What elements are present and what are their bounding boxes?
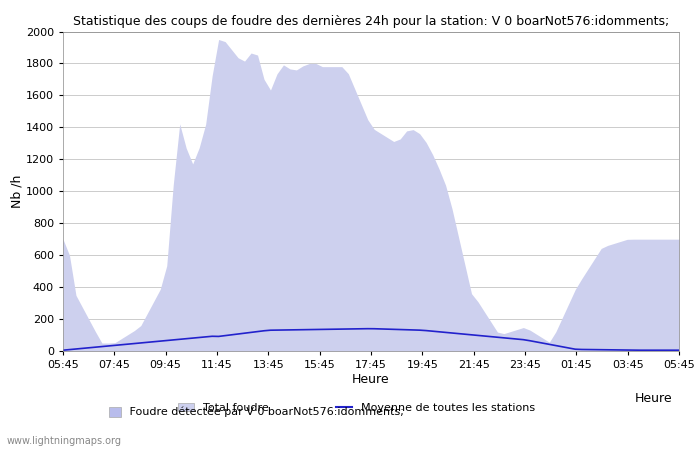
Legend: Total foudre, Moyenne de toutes les stations: Total foudre, Moyenne de toutes les stat… (174, 398, 540, 417)
Title: Statistique des coups de foudre des dernières 24h pour la station: V 0 boarNot57: Statistique des coups de foudre des dern… (73, 14, 669, 27)
Y-axis label: Nb /h: Nb /h (10, 175, 23, 208)
Text: Foudre détectée par V 0 boarNot576:idomments;: Foudre détectée par V 0 boarNot576:idomm… (119, 406, 404, 417)
Text: Heure: Heure (634, 392, 672, 405)
X-axis label: Heure: Heure (352, 373, 390, 386)
Text: www.lightningmaps.org: www.lightningmaps.org (7, 436, 122, 446)
